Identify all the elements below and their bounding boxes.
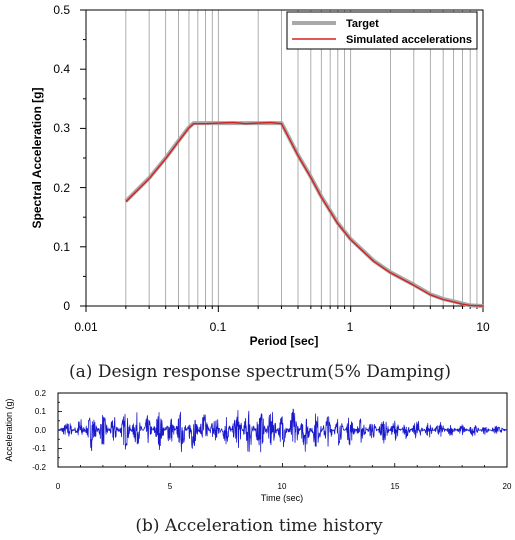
spectrum-y-axis-title: Spectral Acceleration [g] [30,88,44,229]
time-x-tick-label: 15 [391,482,400,491]
legend-simulated-label: Simulated accelerations [346,34,472,46]
time-y-tick-label: 0.0 [35,426,47,435]
spectrum-legend: Target Simulated accelerations [286,11,478,50]
acceleration-trace [57,408,508,453]
spectrum-x-tick-label: 0.01 [74,320,98,334]
simulated-spectrum-line [125,121,484,307]
time-y-tick-label: 0.1 [35,407,47,416]
time-x-tick-label: 20 [503,482,512,491]
time-y-axis-title: Acceleration (g) [4,398,14,461]
time-y-tick-label: -0.2 [32,463,46,472]
legend-target-label: Target [346,18,379,30]
time-history-chart: 0.2 0.1 0.0 -0.1 -0.2 0 5 10 15 20 Time … [4,389,512,536]
time-y-tick-label: 0.2 [35,389,47,398]
spectrum-caption: (a) Design response spectrum(5% Damping) [69,362,451,382]
spectrum-y-tick-label: 0.2 [53,181,70,195]
time-x-tick-label: 5 [168,482,173,491]
time-y-tick-label: -0.1 [32,444,46,453]
time-x-tick-label: 0 [56,482,61,491]
spectrum-y-tick-label: 0.3 [53,121,70,135]
time-history-caption: (b) Acceleration time history [135,516,383,536]
spectrum-y-tick-label: 0.4 [53,62,70,76]
time-x-axis-title: Time (sec) [261,493,303,503]
spectrum-series [124,121,484,308]
spectrum-chart: 0.5 0.4 0.3 0.2 0.1 0 0.01 0.1 1 10 Peri… [30,3,490,382]
spectrum-ticks [80,9,484,312]
spectrum-gridlines [125,10,478,306]
spectrum-plot-area [86,10,483,306]
legend-box [286,11,478,50]
spectrum-y-tick-label: 0.1 [53,240,70,254]
time-x-tick-label: 10 [278,482,287,491]
spectrum-y-tick-label: 0 [63,299,70,313]
spectrum-x-axis-title: Period [sec] [250,334,319,348]
time-history-series [57,408,508,453]
spectrum-y-tick-label: 0.5 [53,3,70,17]
spectrum-x-tick-label: 10 [476,320,490,334]
spectrum-x-tick-label: 1 [347,320,354,334]
spectrum-x-tick-label: 0.1 [210,320,227,334]
